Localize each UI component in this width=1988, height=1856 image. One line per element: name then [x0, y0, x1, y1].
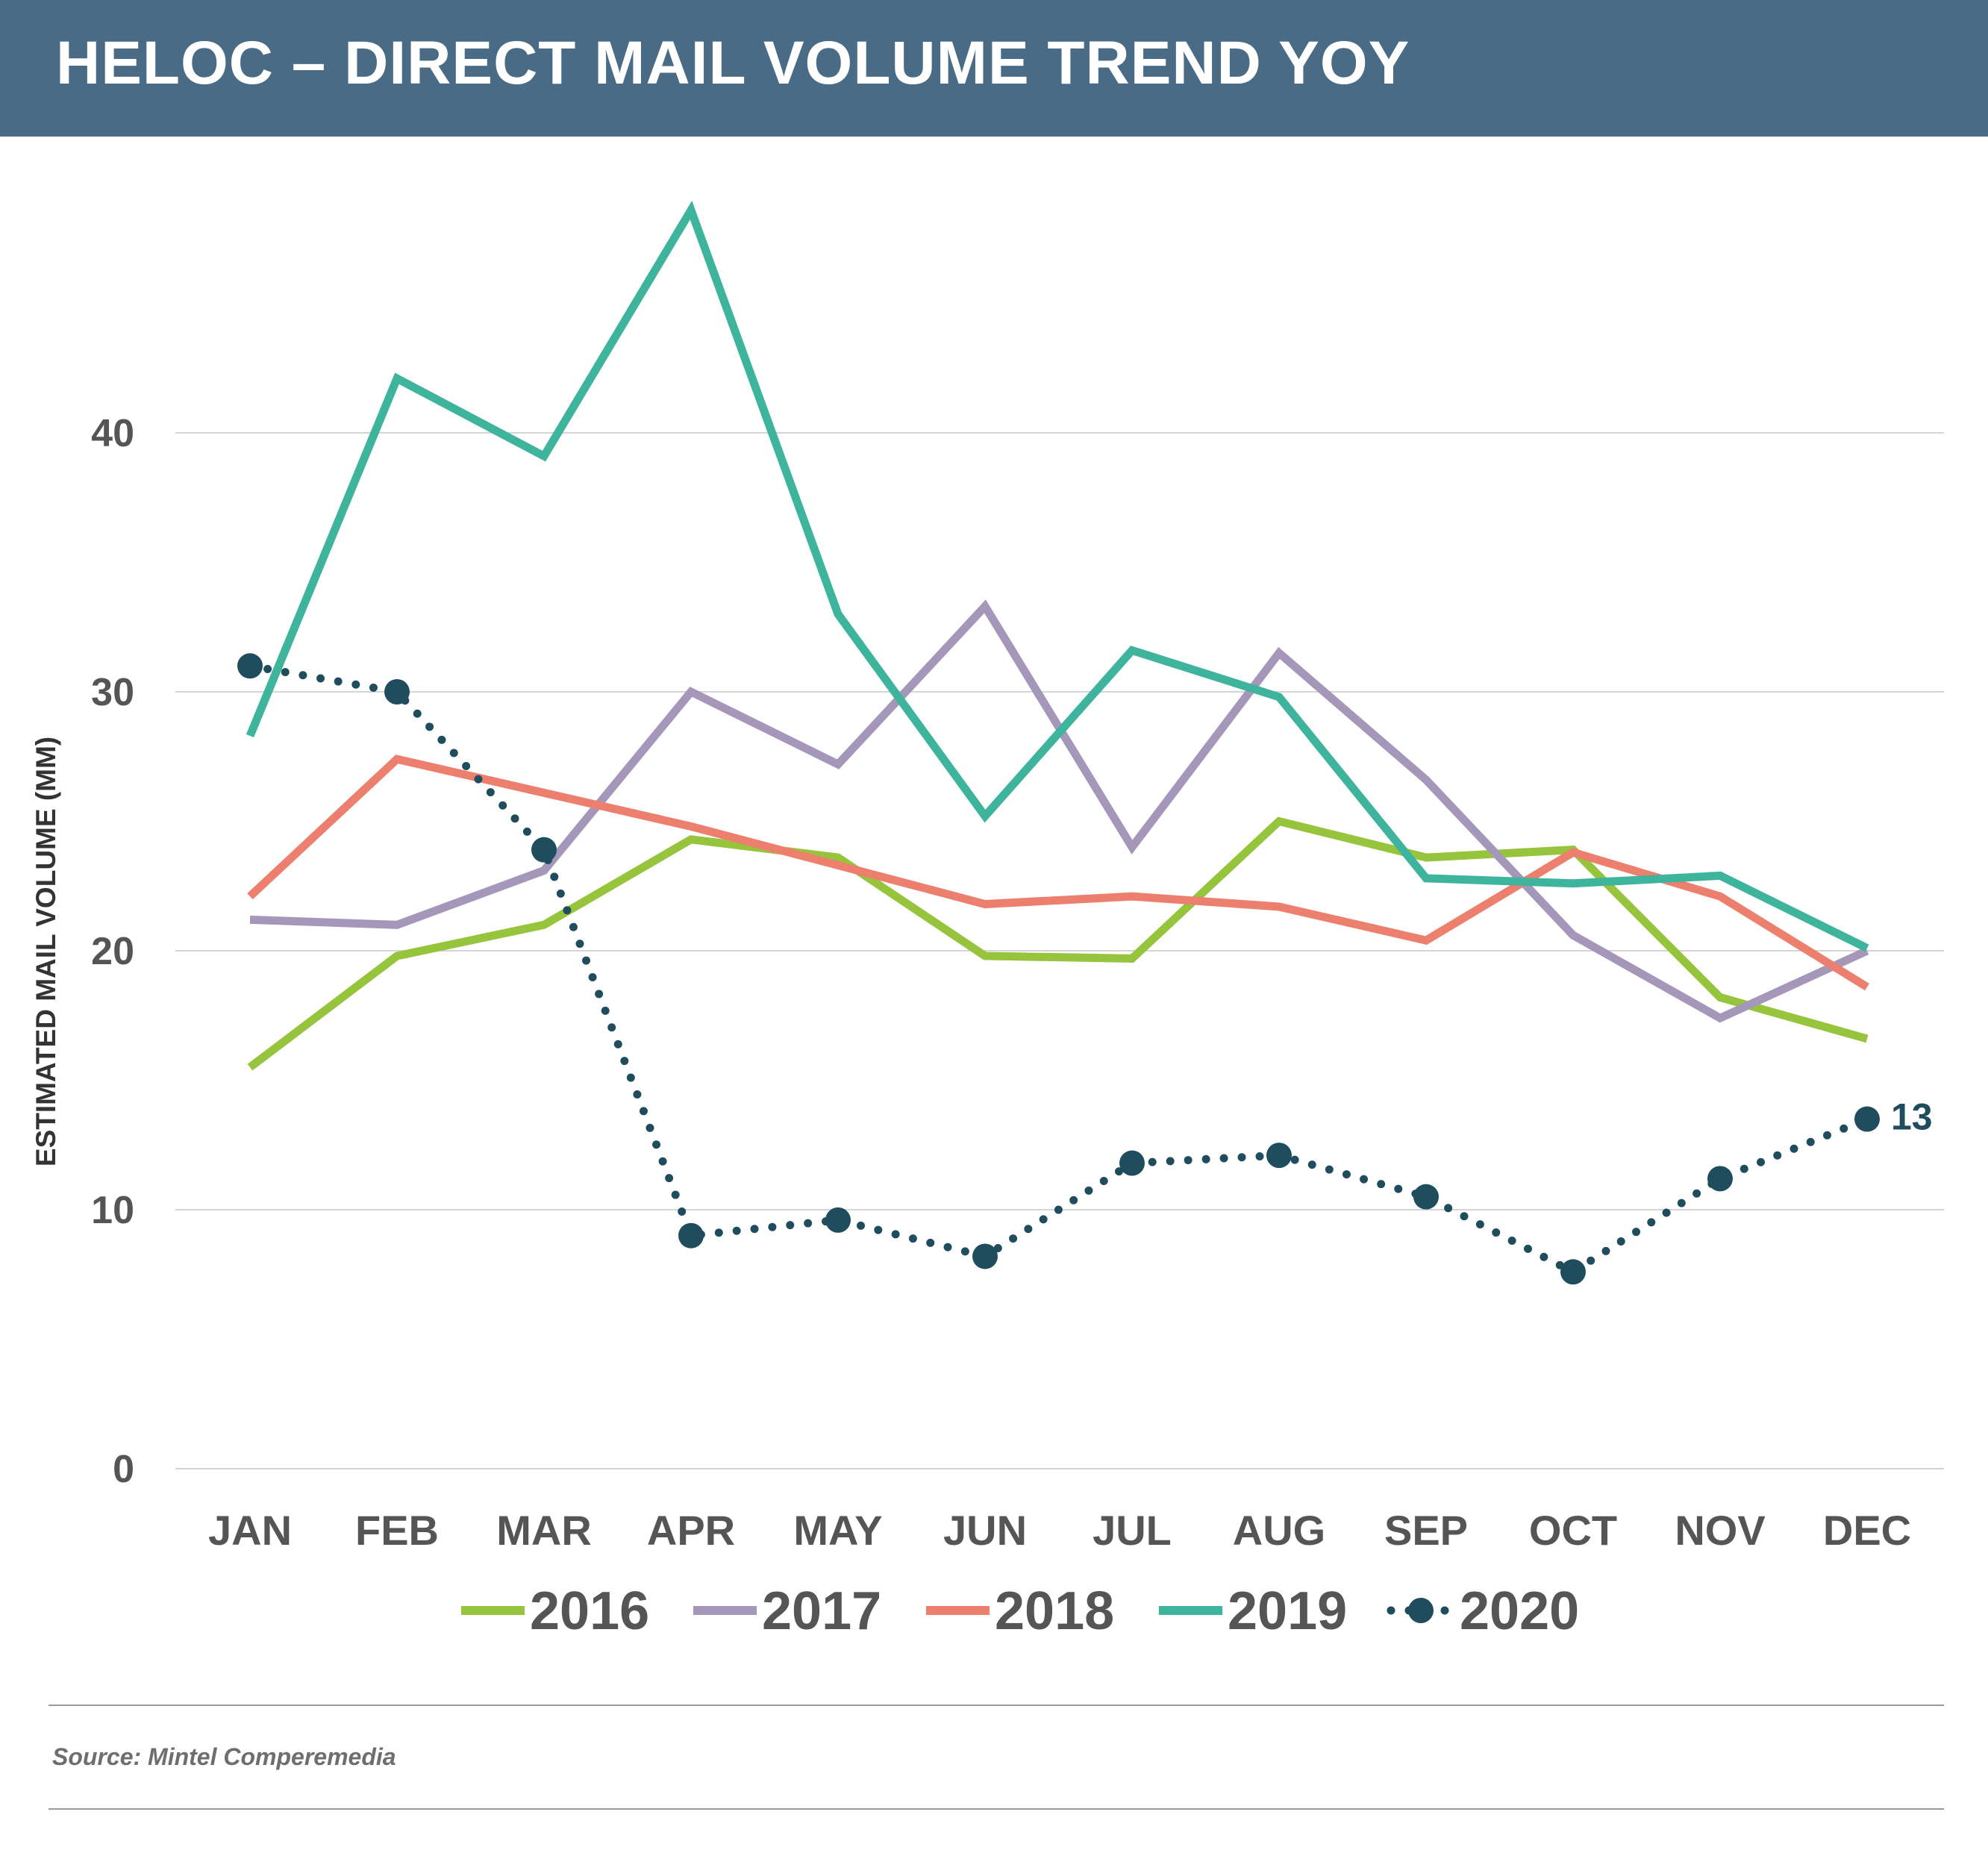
divider-top	[49, 1705, 1944, 1706]
series-line-2020	[246, 661, 1872, 1276]
data-point-2020	[1707, 1166, 1733, 1192]
data-point-2020	[237, 653, 263, 679]
data-point-2020	[1560, 1259, 1586, 1285]
divider-bottom	[49, 1808, 1944, 1810]
legend-label: 2016	[530, 1581, 649, 1641]
legend-item-2016: 2016	[461, 1581, 649, 1641]
x-tick-label: SEP	[1384, 1507, 1468, 1554]
x-tick-labels: JAN FEB MAR APR MAY JUN JUL AUG SEP OCT NOV DEC	[208, 1507, 1911, 1554]
y-tick-label: 40	[91, 412, 134, 455]
x-tick-label: JAN	[208, 1507, 292, 1554]
data-point-2020	[972, 1243, 998, 1269]
series-line-2018	[247, 754, 1869, 991]
data-point-2020	[531, 837, 557, 863]
x-tick-label: NOV	[1675, 1507, 1765, 1554]
y-tick-label: 20	[91, 930, 134, 973]
line-chart: 0 10 20 30 40 JAN FEB MAR APR MAY JUN JUL AUG SEP OCT…	[31, 200, 1944, 1641]
x-tick-label: OCT	[1529, 1507, 1617, 1554]
x-tick-label: JUL	[1093, 1507, 1172, 1554]
grid-lines	[175, 432, 1944, 1469]
source-note: Source: Mintel Comperemedia	[52, 1743, 396, 1770]
data-point-2020	[1854, 1106, 1880, 1132]
legend-marker	[1408, 1598, 1434, 1623]
data-label-2020: 13	[1891, 1096, 1933, 1138]
legend-item-2017: 2017	[693, 1581, 881, 1641]
x-tick-label: MAY	[793, 1507, 882, 1554]
title-bar: HELOC – DIRECT MAIL VOLUME TREND YOY	[0, 0, 1988, 137]
legend-label: 2018	[995, 1581, 1114, 1641]
x-tick-label: APR	[647, 1507, 735, 1554]
data-point-2020	[825, 1207, 851, 1233]
page-title: HELOC – DIRECT MAIL VOLUME TREND YOY	[56, 29, 1410, 97]
x-tick-label: MAR	[496, 1507, 592, 1554]
legend-item-2020: 2020	[1387, 1581, 1579, 1641]
series-line-2019	[246, 200, 1869, 952]
data-point-2020	[1413, 1184, 1439, 1210]
data-point-2020	[678, 1222, 704, 1249]
series-line-2016	[247, 816, 1869, 1071]
y-tick-labels: 0 10 20 30 40	[91, 412, 134, 1491]
series-layer: 13	[237, 200, 1933, 1285]
legend: 2016 2017 2018 2019 2020	[461, 1581, 1579, 1641]
y-tick-label: 10	[91, 1189, 134, 1232]
data-point-2020	[1119, 1150, 1145, 1176]
y-tick-label: 0	[113, 1448, 134, 1491]
x-tick-label: FEB	[355, 1507, 439, 1554]
y-tick-label: 30	[91, 671, 134, 714]
data-point-2020	[384, 679, 410, 704]
legend-item-2019: 2019	[1159, 1581, 1347, 1641]
data-point-2020	[1266, 1143, 1292, 1169]
legend-item-2018: 2018	[926, 1581, 1114, 1641]
x-tick-label: AUG	[1233, 1507, 1325, 1554]
x-tick-label: DEC	[1823, 1507, 1911, 1554]
y-axis-label: ESTIMATED MAIL VOLUME (MM)	[31, 737, 61, 1166]
series-line-2017	[249, 599, 1869, 1023]
x-tick-label: JUN	[943, 1507, 1027, 1554]
legend-label: 2019	[1228, 1581, 1347, 1641]
legend-label: 2017	[762, 1581, 881, 1641]
legend-label: 2020	[1460, 1581, 1579, 1641]
